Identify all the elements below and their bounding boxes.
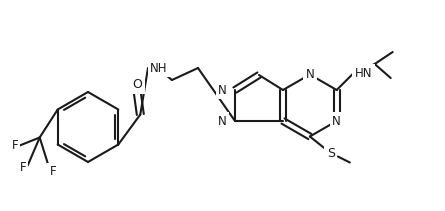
Text: HN: HN <box>355 66 372 80</box>
Text: N: N <box>305 68 314 81</box>
Text: N: N <box>332 115 341 127</box>
Text: N: N <box>218 84 227 96</box>
Text: NH: NH <box>150 61 167 74</box>
Text: N: N <box>218 115 227 127</box>
Text: F: F <box>20 161 26 174</box>
Text: S: S <box>327 147 335 160</box>
Text: O: O <box>132 78 142 91</box>
Text: F: F <box>49 165 56 178</box>
Text: F: F <box>12 139 18 152</box>
